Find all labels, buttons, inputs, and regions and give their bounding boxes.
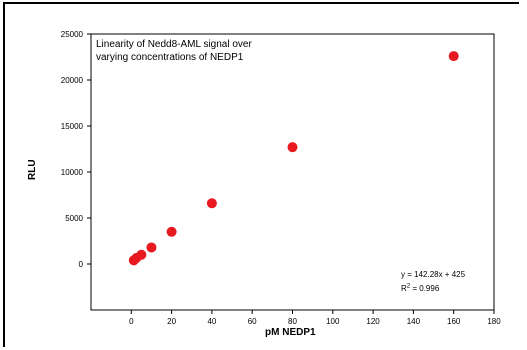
fit-equation: y = 142.28x + 425 <box>401 270 466 279</box>
data-point <box>166 226 177 237</box>
y-tick-label: 25000 <box>61 30 84 39</box>
data-point <box>136 249 147 260</box>
r-squared-sup: 2 <box>406 283 411 290</box>
x-tick-label: 60 <box>248 317 257 326</box>
figure-frame <box>3 2 519 347</box>
x-tick-label: 120 <box>366 317 380 326</box>
y-tick-label: 0 <box>79 260 84 269</box>
fit-annotation: y = 142.28x + 425 R2 = 0.996 <box>401 268 465 296</box>
x-tick-label: 20 <box>167 317 176 326</box>
data-point <box>206 198 217 209</box>
x-tick-label: 140 <box>407 317 421 326</box>
data-point <box>448 51 459 62</box>
x-axis-label: pM NEDP1 <box>265 327 316 338</box>
y-tick-label: 5000 <box>65 214 83 223</box>
data-points <box>128 51 459 266</box>
data-point <box>287 142 298 153</box>
y-tick-label: 15000 <box>61 122 84 131</box>
stray-mark: ` <box>20 0 24 14</box>
chart-title-line-1: Linearity of Nedd8-AML signal over <box>96 39 252 50</box>
chart-title-line-2: varying concentrations of NEDP1 <box>96 52 244 63</box>
data-point <box>146 242 157 253</box>
r-squared-value: = 0.996 <box>410 284 440 293</box>
x-tick-label: 160 <box>447 317 461 326</box>
y-tick-label: 10000 <box>61 168 84 177</box>
x-tick-label: 0 <box>129 317 134 326</box>
chart-title: Linearity of Nedd8-AML signal over varyi… <box>96 38 356 64</box>
x-tick-label: 80 <box>288 317 297 326</box>
r-squared-label: R <box>401 284 407 293</box>
y-axis-label: RLU <box>27 159 38 180</box>
x-tick-label: 100 <box>326 317 340 326</box>
r-squared: R2 = 0.996 <box>401 282 465 296</box>
axis-ticks: 0 20 40 60 80 100 120 140 160 180 0 5000 10000 15000 2… <box>61 30 501 326</box>
y-tick-label: 20000 <box>61 76 84 85</box>
x-tick-label: 180 <box>487 317 501 326</box>
x-tick-label: 40 <box>207 317 216 326</box>
